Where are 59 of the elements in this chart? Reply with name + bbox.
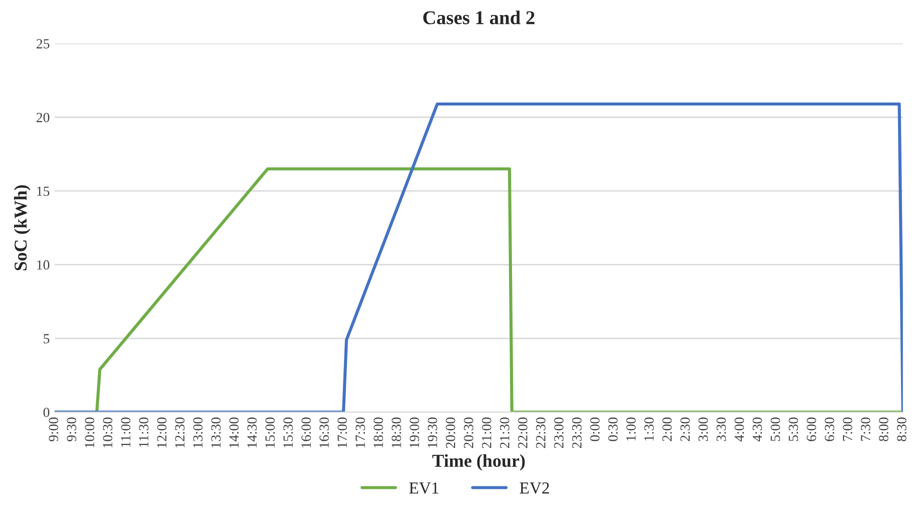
x-tick-label: 15:00 (265, 418, 275, 448)
x-tick-label: 4:00 (734, 418, 744, 442)
x-tick-label: 5:00 (770, 418, 780, 441)
x-tick-label: 3:30 (716, 418, 726, 442)
y-axis-title: SoC (kWh) (14, 185, 30, 270)
x-tick-label: 23:00 (554, 418, 564, 448)
y-tick-label: 5 (44, 334, 50, 344)
x-tick-label: 20:00 (446, 418, 456, 448)
x-tick-label: 6:00 (806, 418, 816, 442)
x-tick-label: 6:30 (824, 418, 834, 442)
x-tick-label: 11:00 (121, 418, 130, 447)
x-tick-label: 4:30 (752, 418, 762, 442)
x-tick-label: 13:30 (211, 418, 221, 448)
x-tick-label: 10:00 (84, 418, 94, 448)
x-tick-label: 19:00 (410, 418, 420, 448)
x-tick-label: 2:00 (662, 418, 672, 442)
x-axis-title: Time (hour) (432, 454, 525, 471)
x-tick-label: 21:00 (482, 418, 492, 448)
x-tick-label: 17:30 (356, 418, 366, 448)
x-tick-label: 16:30 (320, 418, 329, 448)
x-tick-label: 7:00 (842, 418, 852, 441)
y-tick-label: 0 (43, 408, 50, 418)
x-tick-label: 19:30 (428, 418, 438, 448)
x-tick-label: 22:00 (518, 418, 528, 448)
y-tick-label: 15 (37, 186, 50, 196)
x-tick-label: 18:30 (392, 418, 402, 448)
x-tick-label: 10:30 (102, 418, 112, 448)
x-tick-label: 15:30 (283, 418, 293, 448)
x-tick-label: 1:00 (626, 418, 636, 440)
y-tick-label: 20 (36, 112, 50, 122)
x-tick-label: 8:30 (896, 418, 906, 442)
y-tick-label: 10 (37, 260, 50, 270)
x-tick-label: 23:30 (572, 418, 582, 448)
x-tick-label: 13:00 (193, 418, 203, 448)
x-tick-label: 22:30 (536, 418, 546, 448)
chart-title: Cases 1 and 2 (423, 10, 534, 24)
x-tick-label: 20:30 (464, 418, 474, 448)
x-tick-label: 0:00 (590, 418, 600, 442)
x-tick-label: 7:30 (860, 418, 870, 441)
x-tick-label: 16:00 (301, 418, 311, 448)
x-tick-label: 14:30 (247, 418, 257, 448)
x-tick-label: 9:30 (66, 418, 76, 442)
x-tick-label: 1:30 (644, 418, 654, 440)
y-tick-label: 25 (36, 39, 50, 48)
x-tick-label: 12:30 (175, 418, 185, 448)
x-tick-label: 12:00 (157, 418, 167, 448)
legend-label: EV1 (409, 482, 438, 494)
x-tick-label: 8:00 (878, 418, 888, 442)
legend-label: EV2 (520, 482, 549, 494)
x-tick-label: 5:30 (788, 418, 798, 441)
x-tick-label: 3:00 (698, 418, 708, 442)
x-tick-label: 21:30 (500, 418, 510, 448)
x-tick-label: 17:00 (338, 418, 347, 448)
x-tick-label: 2:30 (680, 418, 690, 442)
x-tick-label: 18:00 (374, 418, 384, 448)
x-tick-label: 11:30 (139, 418, 148, 447)
x-tick-label: 0:30 (608, 418, 618, 442)
x-tick-label: 14:00 (229, 418, 239, 448)
x-tick-label: 9:00 (48, 418, 58, 442)
